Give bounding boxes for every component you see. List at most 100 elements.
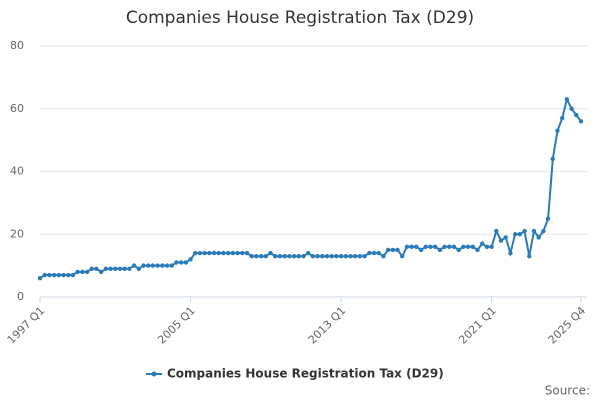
point xyxy=(80,269,85,275)
point xyxy=(216,250,221,256)
point xyxy=(66,272,71,278)
point xyxy=(390,247,396,253)
point xyxy=(150,263,156,268)
point xyxy=(371,250,377,256)
point xyxy=(94,266,99,271)
point xyxy=(357,254,363,259)
point xyxy=(70,272,76,278)
point xyxy=(84,269,90,275)
point xyxy=(169,263,174,268)
point xyxy=(503,235,508,240)
point xyxy=(136,266,141,271)
point xyxy=(178,260,184,265)
point xyxy=(451,244,457,249)
point xyxy=(51,272,57,278)
series-line xyxy=(39,96,582,280)
x-tick-label: 1997 Q1 xyxy=(5,304,48,347)
y-tick-label: 60 xyxy=(10,102,24,115)
point xyxy=(193,250,198,256)
point xyxy=(545,216,551,221)
point xyxy=(117,266,123,271)
point xyxy=(310,254,316,259)
point xyxy=(141,263,146,268)
point xyxy=(164,263,170,268)
point xyxy=(404,244,410,249)
point xyxy=(315,254,320,259)
point xyxy=(555,128,560,133)
point xyxy=(103,266,109,271)
point xyxy=(338,254,344,259)
y-tick-label: 20 xyxy=(10,227,24,240)
point xyxy=(480,241,485,246)
point xyxy=(400,254,405,259)
x-tick-label: 2025 Q4 xyxy=(546,304,589,347)
point xyxy=(268,250,273,256)
point xyxy=(428,244,433,249)
point xyxy=(131,263,137,268)
point xyxy=(277,254,283,259)
point xyxy=(423,244,428,249)
point xyxy=(155,263,160,268)
point xyxy=(287,254,292,259)
y-tick-label: 40 xyxy=(10,165,24,178)
point xyxy=(211,250,217,256)
point xyxy=(564,97,570,102)
point xyxy=(324,254,330,259)
point xyxy=(146,263,151,268)
point xyxy=(244,250,250,256)
point xyxy=(385,247,391,253)
point xyxy=(456,247,461,253)
point xyxy=(56,272,62,278)
point xyxy=(432,244,438,249)
point xyxy=(536,235,541,240)
point xyxy=(47,272,52,278)
point xyxy=(517,232,523,237)
point xyxy=(282,254,287,259)
point xyxy=(367,250,372,256)
point xyxy=(395,247,400,253)
point xyxy=(437,247,443,253)
point xyxy=(207,250,212,256)
point xyxy=(75,269,80,275)
point xyxy=(569,106,574,111)
point xyxy=(127,266,132,271)
point xyxy=(461,244,466,249)
x-tick-label: 2005 Q1 xyxy=(155,304,198,347)
point xyxy=(174,260,179,265)
point xyxy=(559,115,565,121)
point xyxy=(418,247,424,253)
point xyxy=(447,244,452,249)
point xyxy=(376,250,381,256)
point xyxy=(301,254,306,259)
point xyxy=(296,254,301,259)
point xyxy=(329,254,334,259)
point xyxy=(527,254,532,259)
y-tick-label: 80 xyxy=(10,39,24,52)
point xyxy=(249,254,254,259)
point xyxy=(541,228,546,234)
point xyxy=(98,269,104,275)
point xyxy=(470,244,475,249)
point xyxy=(522,228,527,234)
point xyxy=(508,250,513,256)
y-tick-label: 0 xyxy=(17,290,24,303)
point xyxy=(230,250,236,256)
point xyxy=(202,250,207,256)
x-tick-label: 2021 Q1 xyxy=(456,304,499,347)
point xyxy=(574,112,579,118)
point xyxy=(343,254,348,259)
point xyxy=(160,263,165,268)
point xyxy=(37,275,43,281)
point xyxy=(183,260,189,265)
point xyxy=(489,244,494,249)
chart-title: Companies House Registration Tax (D29) xyxy=(126,8,474,28)
point xyxy=(442,244,447,249)
point xyxy=(61,272,66,278)
legend-marker xyxy=(151,371,157,377)
legend-label: Companies House Registration Tax (D29) xyxy=(167,367,444,381)
point xyxy=(414,244,419,249)
point xyxy=(122,266,127,271)
point xyxy=(273,254,278,259)
point xyxy=(225,250,231,256)
